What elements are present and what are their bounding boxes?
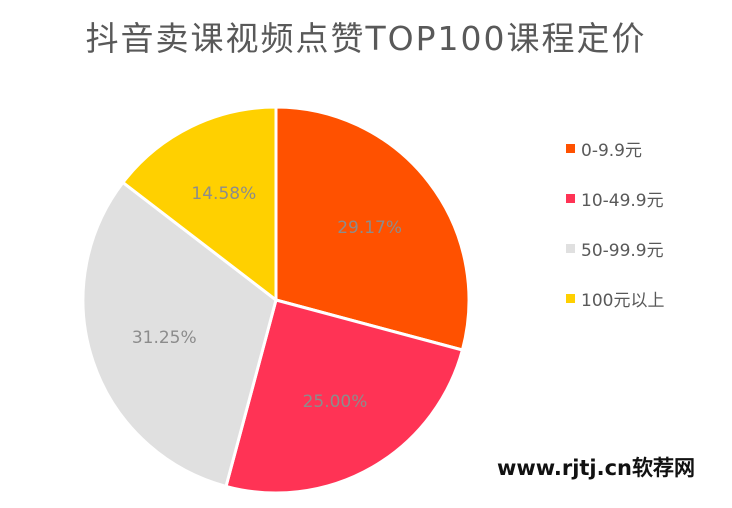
chart-title: 抖音卖课视频点赞TOP100课程定价: [85, 19, 647, 58]
data-label-2: 31.25%: [132, 328, 197, 348]
watermark: www.rjtj.cn软荐网: [497, 456, 696, 480]
legend-swatch-2: [566, 244, 575, 253]
data-label-0: 29.17%: [337, 218, 402, 238]
pie-slice-2: [81, 180, 278, 488]
legend-item-0: 0-9.9元: [566, 136, 664, 161]
legend-swatch-3: [566, 294, 575, 303]
pie-slice-1: [224, 298, 464, 495]
legend-label-0: 0-9.9元: [581, 141, 642, 161]
legend-label-2: 50-99.9元: [581, 241, 664, 261]
data-label-3: 14.58%: [191, 184, 256, 204]
legend-item-1: 10-49.9元: [566, 186, 664, 211]
legend-label-1: 10-49.9元: [581, 191, 664, 211]
legend-item-2: 50-99.9元: [566, 236, 664, 261]
legend-swatch-1: [566, 194, 575, 203]
legend-item-3: 100元以上: [566, 286, 664, 311]
data-label-1: 25.00%: [303, 392, 368, 412]
pie-slice-0: [274, 105, 471, 352]
pie-slice-3: [121, 105, 278, 302]
legend-swatch-0: [566, 144, 575, 153]
legend-label-3: 100元以上: [581, 291, 665, 311]
legend: 0-9.9元 10-49.9元 50-99.9元 100元以上: [566, 136, 664, 336]
